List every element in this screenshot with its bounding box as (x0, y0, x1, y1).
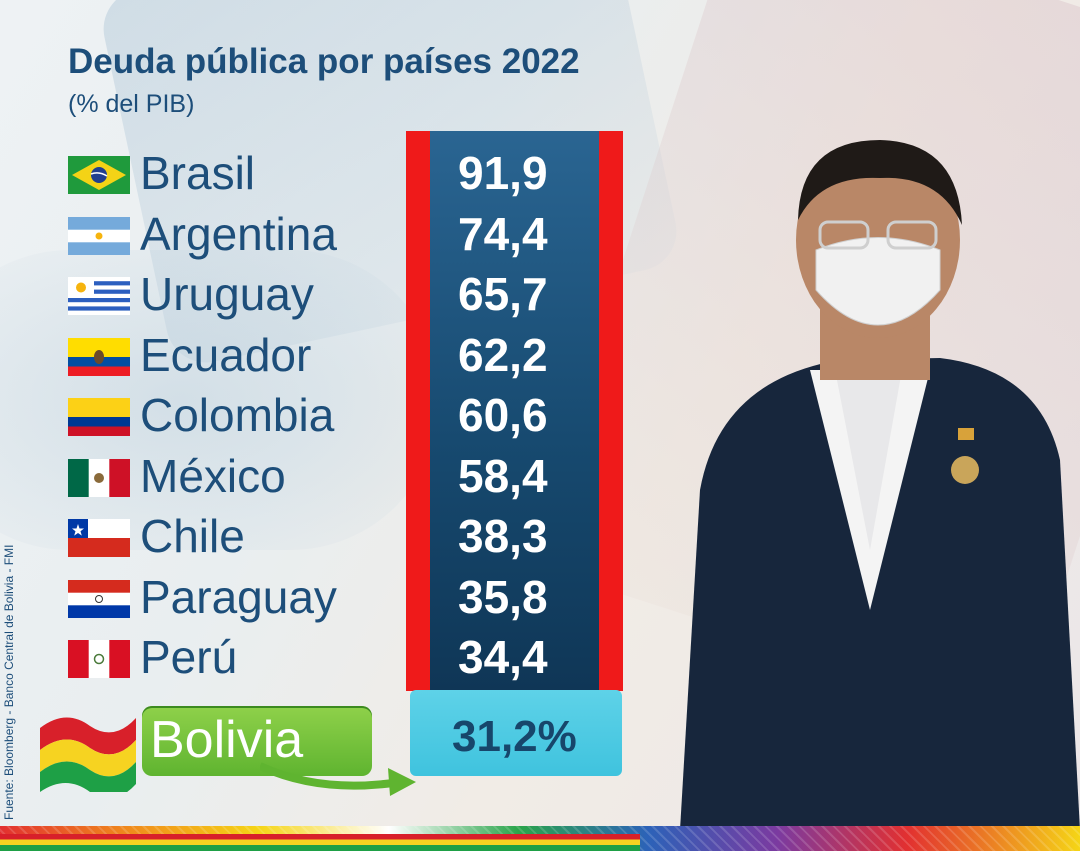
table-row: Argentina 74,4 (0, 204, 640, 264)
table-row: Uruguay 65,7 (0, 264, 640, 324)
table-row: Ecuador 62,2 (0, 325, 640, 385)
country-label: Brasil (140, 147, 256, 199)
arrow-icon (260, 762, 416, 796)
uruguay-flag-icon (68, 277, 130, 315)
country-label: Paraguay (140, 570, 337, 623)
table-row: Paraguay 35,8 (0, 567, 640, 627)
country-label: Colombia (140, 389, 335, 441)
data-label: 35,8 (458, 570, 548, 623)
ecuador-flag-icon (68, 337, 130, 376)
country-label: Uruguay (140, 268, 314, 320)
chile-flag-icon (68, 519, 130, 557)
table-row: México 58,4 (0, 446, 640, 506)
mexico-flag-icon (68, 458, 130, 497)
peru-flag-icon (68, 640, 130, 678)
data-label: 62,2 (458, 328, 548, 381)
data-label: 74,4 (458, 207, 548, 260)
colombia-flag-icon (68, 398, 130, 436)
source-note: Fuente: Bloomberg - Banco Central de Bol… (2, 544, 16, 820)
table-row: Perú 34,4 (0, 627, 640, 687)
chart-title: Deuda pública por países 2022 (68, 42, 580, 81)
table-row: Chile 38,3 (0, 506, 640, 566)
data-label: 38,3 (458, 510, 548, 562)
bolivia-stripe (0, 834, 640, 851)
data-label: 34,4 (458, 631, 548, 683)
bolivia-label: Bolivia (150, 711, 304, 769)
country-label: Chile (140, 510, 245, 562)
table-row: Colombia 60,6 (0, 385, 640, 445)
paraguay-flag-icon (68, 579, 130, 618)
data-label: 58,4 (458, 449, 548, 502)
table-row: Brasil 91,9 (0, 143, 640, 203)
country-label: Ecuador (140, 328, 312, 381)
person-photo (680, 140, 1080, 830)
bolivia-label-box (142, 706, 372, 776)
country-label: Perú (140, 631, 238, 683)
bolivia-value-box (410, 690, 622, 776)
data-label: 60,6 (458, 389, 548, 441)
argentina-flag-icon (68, 216, 130, 255)
data-label: 65,7 (458, 268, 548, 320)
chart-subtitle: (% del PIB) (68, 90, 195, 118)
values-column (406, 131, 623, 691)
country-label: Argentina (140, 207, 337, 260)
bolivia-value: 31,2% (452, 712, 577, 761)
country-label: México (140, 449, 286, 502)
bolivia-flag-icon (40, 717, 136, 792)
brazil-flag-icon (68, 156, 130, 194)
data-label: 91,9 (458, 147, 548, 199)
